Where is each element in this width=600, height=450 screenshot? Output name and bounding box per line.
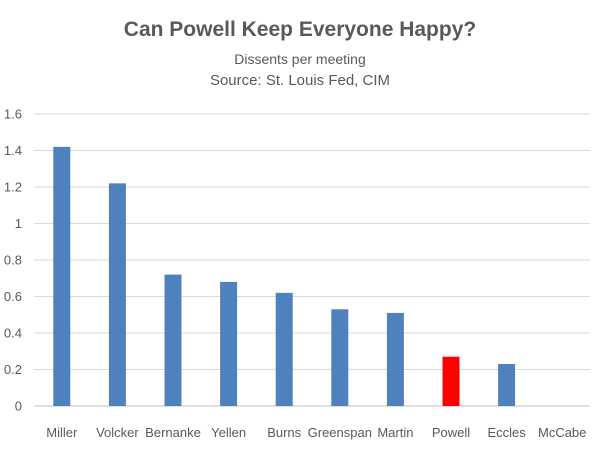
- bar-martin: [386, 312, 404, 406]
- y-tick-label: 1.2: [4, 180, 22, 195]
- x-tick-label: Greenspan: [308, 425, 372, 440]
- y-tick-label: 1.6: [4, 107, 22, 122]
- bar-miller: [53, 146, 71, 406]
- chart-subtitle: Dissents per meeting: [234, 51, 366, 67]
- bar-burns: [275, 292, 293, 406]
- y-axis-ticks: 0 0.2 0.4 0.6 0.8 1 1.2 1.4 1.6: [4, 107, 22, 414]
- y-tick-label: 1.4: [4, 143, 22, 158]
- chart-source: Source: St. Louis Fed, CIM: [209, 72, 391, 89]
- x-tick-label: Burns: [267, 425, 301, 440]
- x-tick-label: Miller: [46, 425, 78, 440]
- bar-volcker: [108, 183, 126, 406]
- bar-bernanke: [164, 274, 182, 406]
- x-tick-label: Eccles: [487, 425, 526, 440]
- y-tick-label: 0.4: [4, 326, 22, 341]
- y-tick-label: 0.6: [4, 289, 22, 304]
- x-tick-label: McCabe: [538, 425, 586, 440]
- bar-eccles: [498, 364, 516, 406]
- bar-greenspan: [331, 309, 349, 406]
- bar-yellen: [220, 281, 238, 406]
- x-tick-label: Bernanke: [145, 425, 201, 440]
- x-tick-label: Volcker: [96, 425, 139, 440]
- bars: [53, 146, 516, 406]
- chart-title: Can Powell Keep Everyone Happy?: [123, 18, 477, 41]
- gridlines: [34, 113, 590, 407]
- y-tick-label: 0.2: [4, 362, 22, 377]
- x-axis-ticks: Miller Volcker Bernanke Yellen Burns Greenspa…: [46, 425, 586, 440]
- x-tick-label: Martin: [377, 425, 413, 440]
- y-tick-label: 1: [15, 216, 22, 231]
- y-tick-label: 0.8: [4, 253, 22, 268]
- x-tick-label: Powell: [432, 425, 470, 440]
- x-tick-label: Yellen: [211, 425, 246, 440]
- bar-powell: [442, 356, 460, 406]
- y-tick-label: 0: [15, 399, 22, 414]
